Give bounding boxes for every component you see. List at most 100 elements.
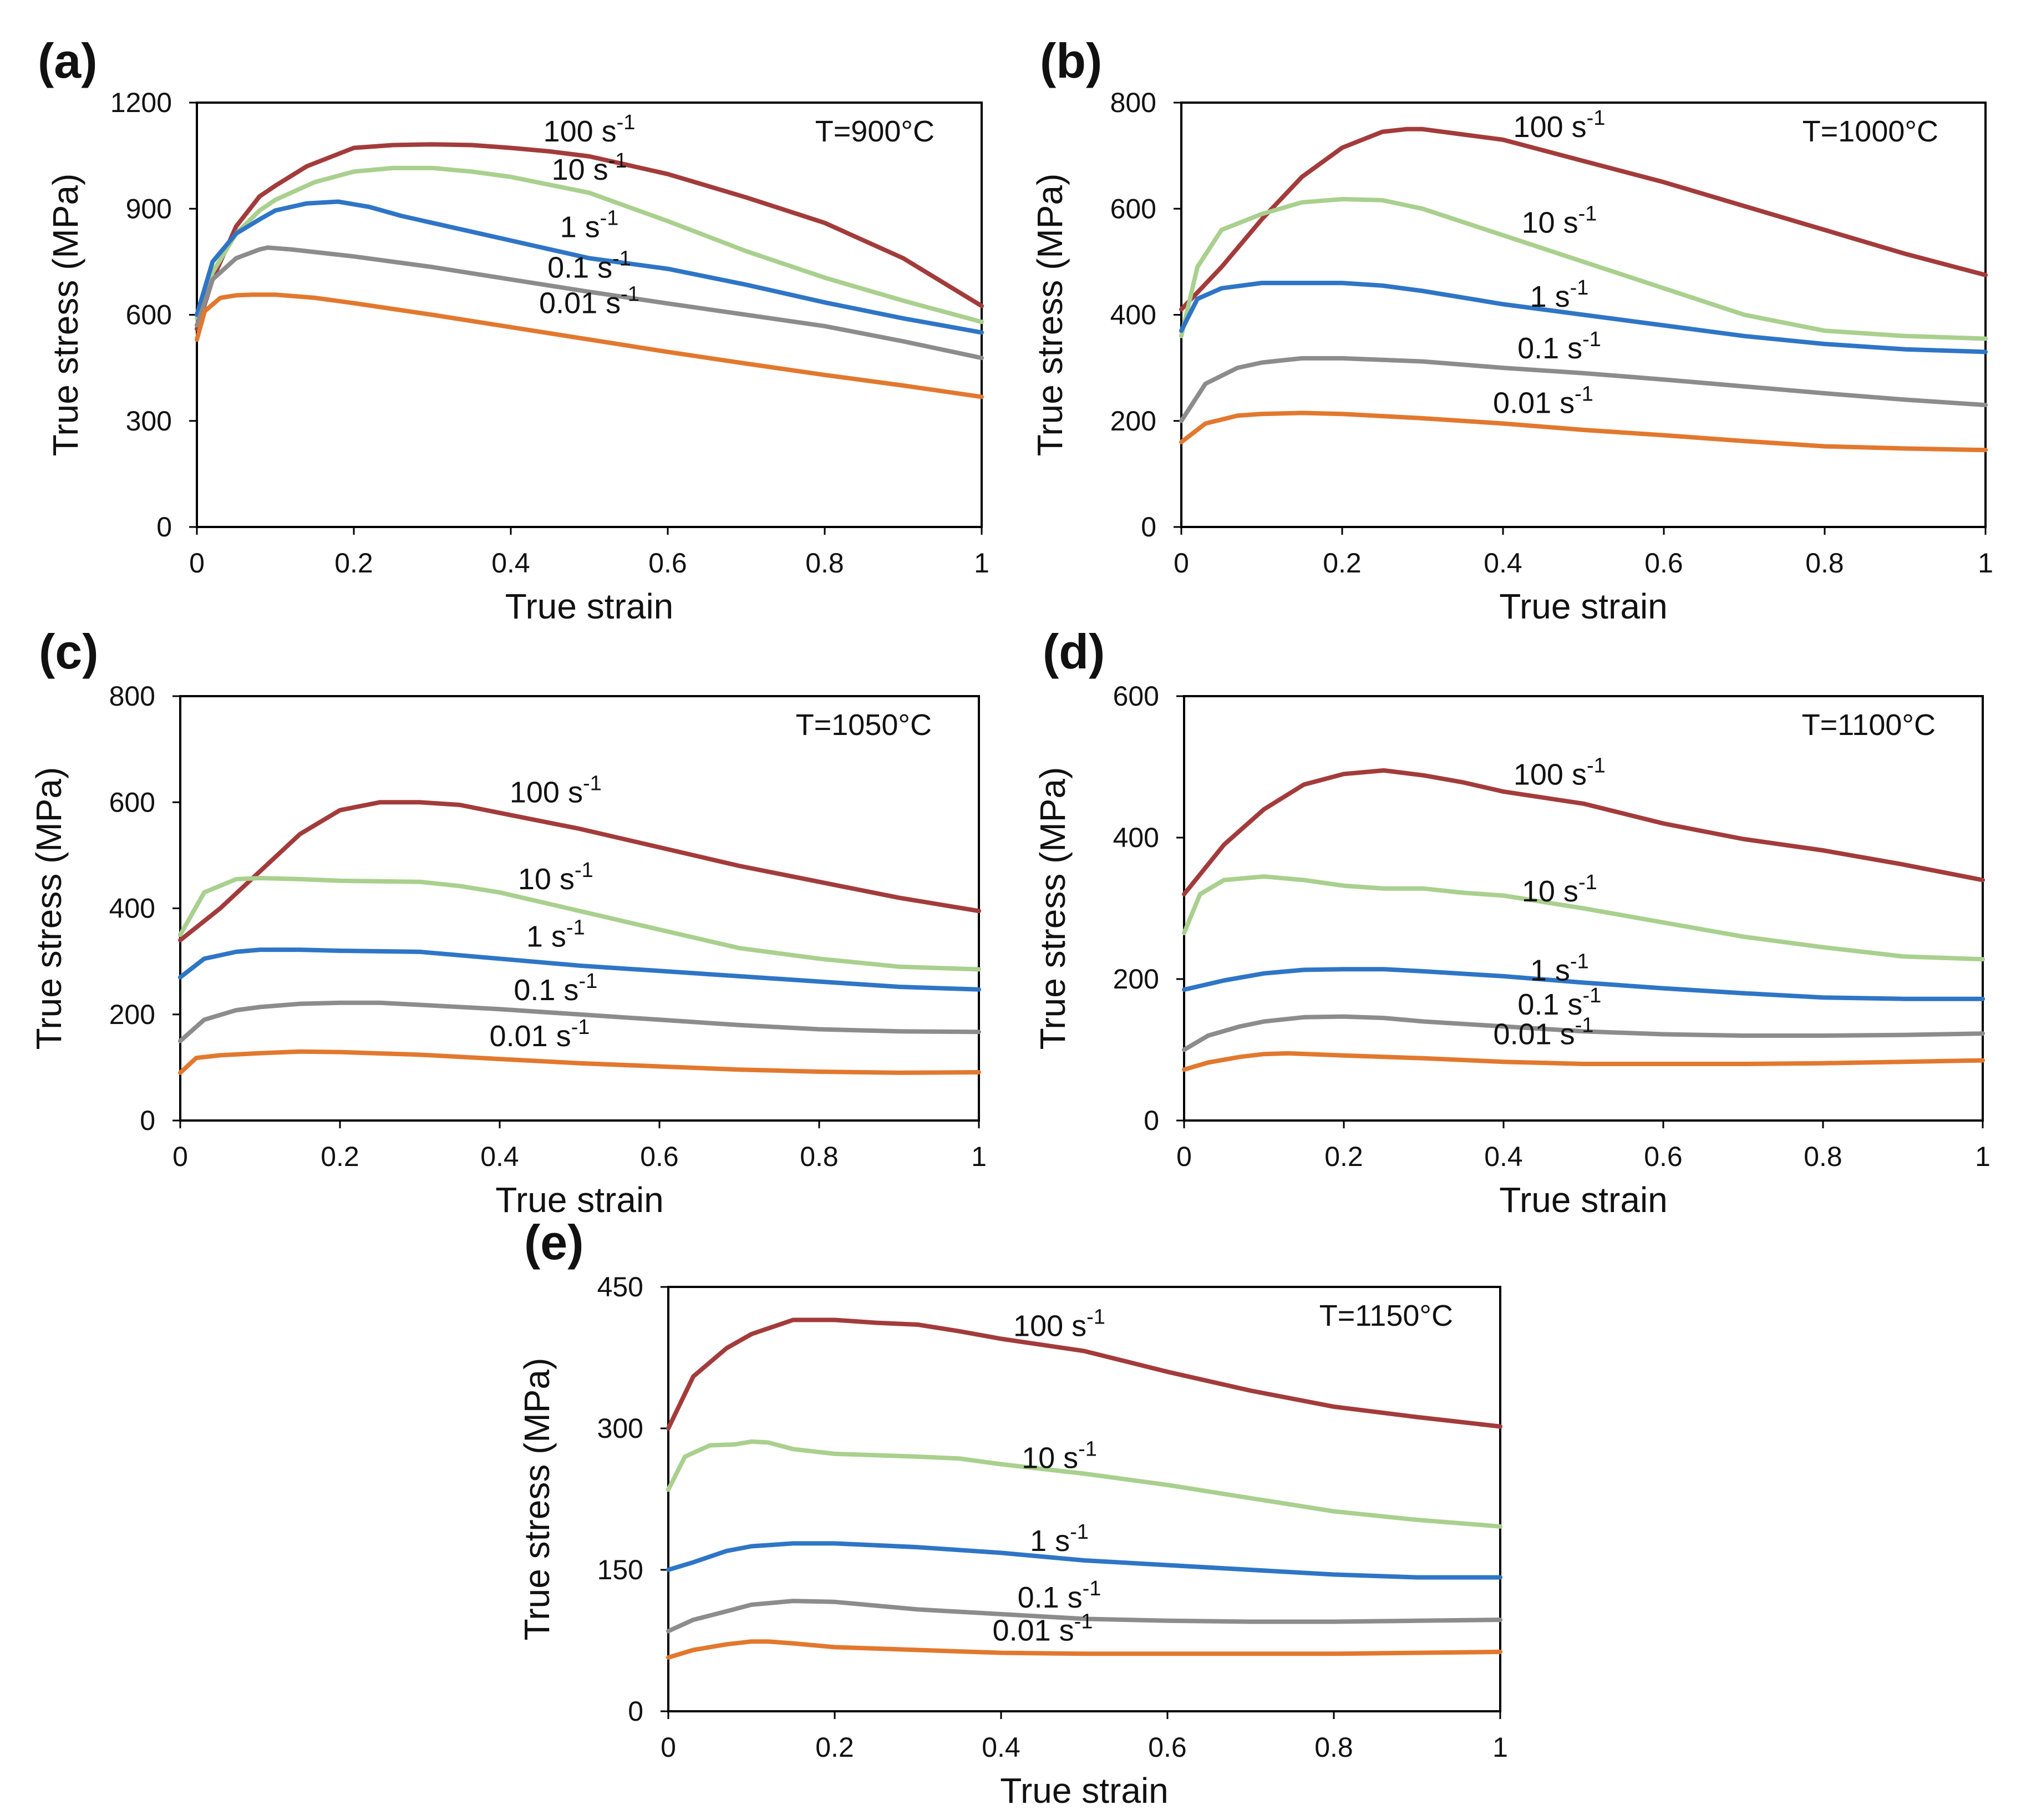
series-label: 0.01 s-1 <box>490 1016 590 1053</box>
y-axis-label: True stress (MPa) <box>29 767 69 1050</box>
panel-c: (c) 0 0.2 0.4 0.6 0.8 1 0 200 400 600 800 True strai… <box>29 624 987 1220</box>
series-label: 10 s-1 <box>518 859 593 896</box>
y-axis-label: True stress (MPa) <box>1033 767 1073 1050</box>
y-tick-label: 400 <box>109 893 155 924</box>
x-tick-label: 1 <box>971 1141 987 1172</box>
x-tick-label: 0.2 <box>1323 547 1362 579</box>
series-line-0p01-per-s <box>195 292 984 399</box>
panel-letter: (d) <box>1043 624 1105 679</box>
series-label: 0.1 s-1 <box>1517 328 1601 365</box>
x-tick-label: 1 <box>1975 1141 1990 1172</box>
x-tick-label: 0.8 <box>1804 1141 1842 1172</box>
y-axis-label: True stress (MPa) <box>517 1358 557 1641</box>
series-label: 0.01 s-1 <box>993 1610 1093 1647</box>
series-label: 0.01 s-1 <box>1494 1013 1594 1051</box>
x-axis-label: True strain <box>1499 1180 1668 1220</box>
series-line-10-per-s <box>195 165 984 325</box>
y-tick-label: 200 <box>109 999 155 1030</box>
series-label: 10 s-1 <box>1522 202 1597 239</box>
y-tick-label: 600 <box>1110 193 1156 224</box>
series-line-0p01-per-s <box>666 1639 1502 1660</box>
temperature-annotation: T=1000°C <box>1802 115 1938 148</box>
series-label: 10 s-1 <box>552 149 627 186</box>
y-tick-label: 300 <box>126 405 172 437</box>
series-line-0p1-per-s <box>1179 356 1988 423</box>
panel-letter: (c) <box>39 624 99 679</box>
x-tick-label: 0.2 <box>334 547 373 579</box>
y-tick-label: 0 <box>140 1105 155 1136</box>
series-line-0p01-per-s <box>1182 1051 1985 1072</box>
y-tick-label: 800 <box>1110 87 1156 118</box>
y-tick-label: 0 <box>156 511 172 543</box>
x-tick-label: 0.2 <box>1324 1141 1363 1172</box>
y-tick-label: 450 <box>597 1271 643 1302</box>
series-line-1-per-s <box>178 947 981 992</box>
x-tick-label: 1 <box>1492 1732 1508 1763</box>
series-line-0p1-per-s <box>666 1599 1502 1634</box>
y-tick-label: 400 <box>1110 300 1156 331</box>
series-line-100-per-s <box>1179 126 1988 312</box>
series-label: 0.1 s-1 <box>514 970 597 1007</box>
x-tick-label: 0.6 <box>640 1141 679 1172</box>
y-tick-label: 200 <box>1110 405 1156 437</box>
x-tick-label: 0 <box>172 1141 188 1172</box>
series-line-0p1-per-s <box>178 1000 981 1043</box>
x-axis-label: True strain <box>495 1180 664 1220</box>
y-tick-label: 600 <box>109 787 155 818</box>
series-line-10-per-s <box>666 1439 1502 1529</box>
y-tick-label: 600 <box>1113 681 1159 712</box>
x-tick-label: 1 <box>1978 547 1993 579</box>
x-tick-label: 0.4 <box>1484 1141 1523 1172</box>
panel-d: (d) 0 0.2 0.4 0.6 0.8 1 0 200 400 600 True strain Tr… <box>1033 624 1990 1220</box>
series-label: 1 s-1 <box>1030 1520 1089 1558</box>
panel-e: (e) 0 0.2 0.4 0.6 0.8 1 0 150 300 450 True strain Tr… <box>517 1215 1508 1811</box>
x-tick-label: 0 <box>661 1732 676 1763</box>
series-line-10-per-s <box>1179 197 1988 341</box>
series-label: 100 s-1 <box>1514 107 1606 144</box>
y-tick-label: 0 <box>1141 511 1156 543</box>
series-line-10-per-s <box>1182 874 1985 962</box>
y-axis-label: True stress (MPa) <box>1030 174 1070 457</box>
y-tick-label: 1200 <box>110 87 172 118</box>
series-label: 1 s-1 <box>1530 950 1589 987</box>
series-line-100-per-s <box>178 800 981 942</box>
panel-a: (a) 0 0.2 0.4 0.6 0.8 1 0 300 600 900 1200 True stra… <box>38 33 989 626</box>
x-axis-label: True strain <box>1499 586 1668 626</box>
series-label: 10 s-1 <box>1022 1437 1097 1474</box>
series-line-1-per-s <box>666 1541 1502 1580</box>
temperature-annotation: T=900°C <box>815 115 935 148</box>
series-line-1-per-s <box>1179 281 1988 354</box>
x-tick-label: 0.4 <box>480 1141 519 1172</box>
x-tick-label: 0.8 <box>1314 1732 1353 1763</box>
series-label: 1 s-1 <box>526 916 585 953</box>
y-tick-label: 200 <box>1113 964 1159 995</box>
series-label: 100 s-1 <box>1013 1305 1105 1342</box>
series-label: 0.1 s-1 <box>547 247 631 285</box>
panel-letter: (e) <box>524 1215 584 1270</box>
series-label: 0.01 s-1 <box>539 282 639 320</box>
x-tick-label: 0.6 <box>1644 547 1683 579</box>
plot-frame <box>1183 695 1984 1122</box>
x-tick-label: 0.4 <box>1484 547 1522 579</box>
x-tick-label: 0 <box>1176 1141 1192 1172</box>
series-line-0p01-per-s <box>178 1049 981 1075</box>
panel-letter: (b) <box>1040 33 1102 88</box>
plot-frame <box>667 1286 1501 1712</box>
series-label: 0.01 s-1 <box>1493 382 1593 419</box>
panel-b: (b) 0 0.2 0.4 0.6 0.8 1 0 200 400 600 800 True strai… <box>1030 33 1993 626</box>
y-tick-label: 0 <box>1144 1105 1159 1136</box>
temperature-annotation: T=1050°C <box>796 708 932 742</box>
x-tick-label: 0.6 <box>1148 1732 1187 1763</box>
series-line-0p1-per-s <box>1182 1014 1985 1052</box>
x-axis-label: True strain <box>1000 1771 1169 1811</box>
series-label: 10 s-1 <box>1522 871 1597 908</box>
y-tick-label: 300 <box>597 1413 643 1444</box>
x-tick-label: 0.6 <box>1644 1141 1683 1172</box>
x-tick-label: 0.4 <box>982 1732 1020 1763</box>
x-tick-label: 0.8 <box>1805 547 1844 579</box>
x-tick-label: 0.4 <box>491 547 530 579</box>
x-tick-label: 0.2 <box>815 1732 854 1763</box>
x-tick-label: 0 <box>189 547 205 579</box>
series-label: 100 s-1 <box>544 111 636 148</box>
